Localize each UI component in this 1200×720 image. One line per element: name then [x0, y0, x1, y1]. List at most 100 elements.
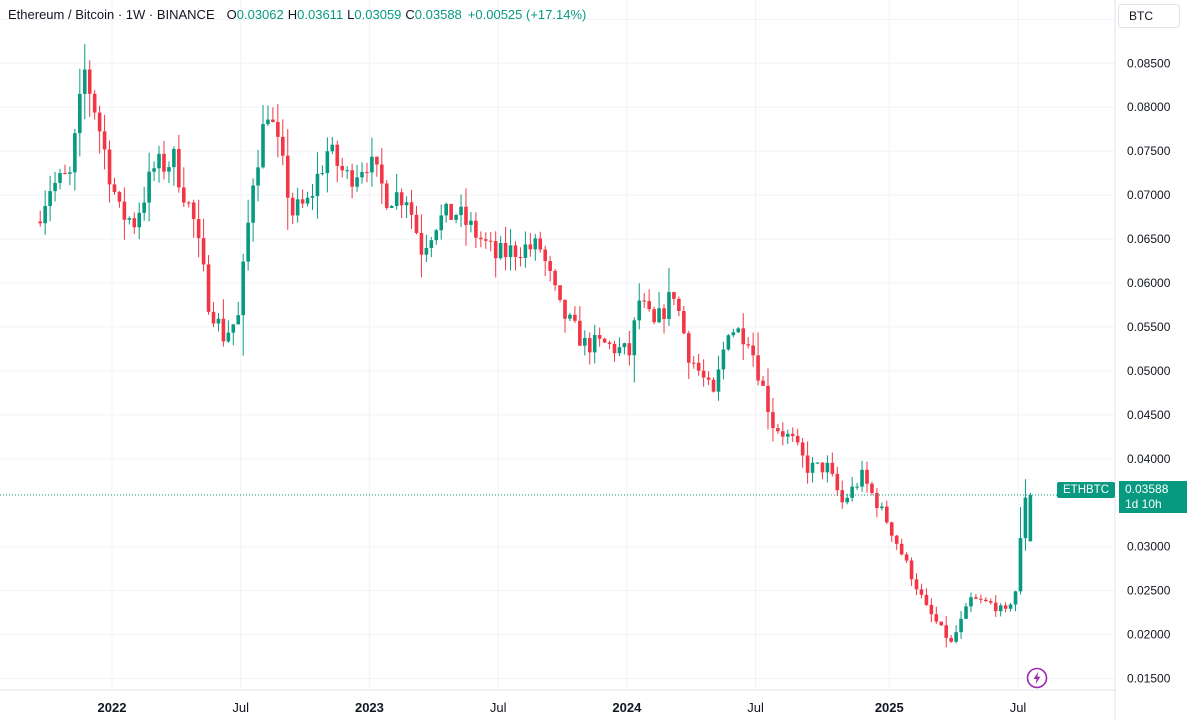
candle: [870, 481, 874, 496]
price-tick-label: 0.03000: [1127, 540, 1171, 554]
candle: [741, 313, 746, 361]
candle: [716, 355, 721, 401]
candle-body: [731, 332, 736, 336]
candle: [840, 480, 845, 509]
price-tick-label: 0.05000: [1127, 364, 1171, 378]
candle: [360, 162, 364, 184]
candle-body: [389, 205, 394, 208]
candle: [142, 186, 146, 221]
candle: [984, 597, 988, 603]
candle: [325, 137, 330, 193]
candle-body: [652, 309, 656, 323]
price-tick-label: 0.07500: [1127, 144, 1171, 158]
candle: [993, 595, 998, 617]
candle-body: [305, 197, 310, 204]
candle-body: [479, 237, 483, 240]
candle: [1003, 602, 1008, 613]
candle: [1013, 590, 1018, 612]
candle: [568, 312, 572, 322]
lightning-bolt-icon[interactable]: [1026, 667, 1048, 689]
candle: [820, 462, 825, 480]
time-tick-label: Jul: [1010, 700, 1027, 715]
change-value: +0.00525 (+17.14%): [467, 7, 587, 22]
candle: [949, 634, 953, 644]
candle-body: [865, 469, 869, 484]
candle-body: [578, 320, 582, 346]
candle: [771, 397, 775, 442]
candle-body: [300, 199, 305, 204]
close-value: 0.03588: [414, 7, 462, 22]
candle-body: [226, 332, 231, 342]
candle-body: [810, 462, 815, 473]
candle-body: [345, 170, 349, 172]
candle-body: [370, 156, 374, 173]
candle: [553, 268, 557, 291]
candle-body: [73, 133, 77, 173]
candle-body: [493, 241, 498, 259]
candle-body: [998, 605, 1003, 612]
candle-body: [266, 119, 270, 125]
candle-body: [58, 172, 62, 183]
candle: [241, 253, 245, 356]
candle-body: [439, 215, 444, 231]
candle: [686, 330, 691, 380]
price-tick-label: 0.06000: [1127, 276, 1171, 290]
candle: [285, 129, 290, 230]
candle: [672, 291, 676, 306]
candle: [340, 157, 345, 178]
candle: [627, 330, 632, 366]
candle: [939, 621, 944, 626]
candle: [464, 188, 468, 246]
currency-button[interactable]: BTC: [1118, 4, 1180, 28]
candle-body: [330, 144, 335, 152]
candle: [647, 289, 651, 312]
candle: [350, 163, 354, 199]
candle: [944, 616, 949, 648]
candle-body: [776, 428, 780, 432]
candle: [667, 267, 671, 326]
candle-body: [642, 300, 647, 302]
candle-body: [686, 333, 691, 363]
time-tick-label: 2022: [98, 700, 127, 715]
candle: [38, 210, 43, 227]
candle-body: [102, 131, 107, 150]
candle: [637, 283, 642, 330]
symbol-title[interactable]: Ethereum / Bitcoin · 1W · BINANCE: [8, 7, 215, 22]
candle-body: [503, 243, 508, 258]
candle-body: [82, 69, 87, 94]
time-tick-label: Jul: [490, 700, 507, 715]
candle: [721, 341, 726, 380]
candle-body: [97, 112, 102, 132]
candle-body: [771, 412, 775, 429]
candle-body: [919, 589, 924, 595]
candle-body: [637, 300, 642, 321]
candle: [652, 306, 656, 325]
candle: [776, 424, 780, 434]
time-tick-label: 2024: [612, 700, 642, 715]
candle-body: [429, 240, 434, 249]
candle: [424, 234, 429, 262]
candle-body: [340, 165, 345, 171]
candle: [127, 216, 132, 225]
candle: [622, 342, 627, 355]
candle: [781, 422, 785, 446]
candle: [404, 196, 409, 219]
candle-body: [949, 637, 953, 642]
candle: [835, 466, 840, 497]
candle-body: [201, 238, 206, 265]
close-label: C: [405, 7, 415, 22]
candle: [558, 285, 562, 303]
candle-body: [444, 203, 448, 216]
candle-body: [92, 93, 97, 113]
candle: [409, 189, 414, 229]
candle: [538, 231, 543, 253]
candle: [954, 625, 958, 644]
candle: [860, 460, 864, 492]
candle: [830, 452, 835, 477]
candle: [271, 107, 275, 123]
candle-body: [310, 195, 315, 198]
candle-body: [875, 492, 879, 509]
candle: [503, 226, 508, 271]
candle: [236, 301, 241, 325]
